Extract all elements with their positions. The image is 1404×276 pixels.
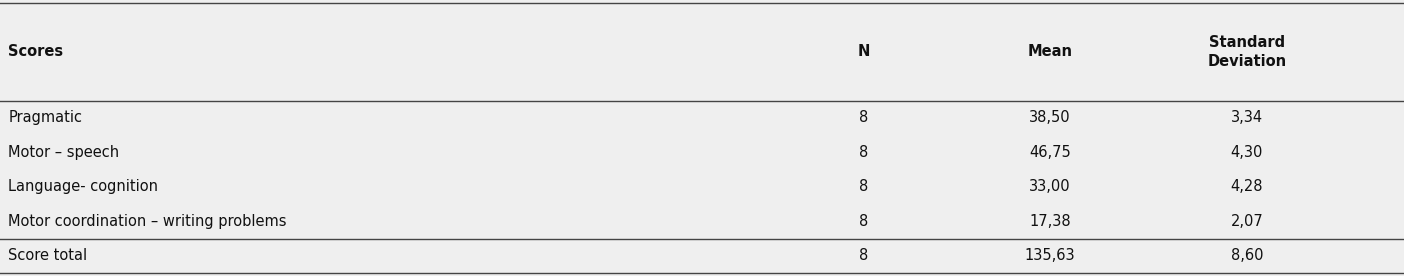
Text: Motor coordination – writing problems: Motor coordination – writing problems bbox=[8, 214, 286, 229]
Text: 8: 8 bbox=[859, 145, 868, 160]
Text: 38,50: 38,50 bbox=[1029, 110, 1071, 126]
Text: 8: 8 bbox=[859, 110, 868, 126]
Text: Standard
Deviation: Standard Deviation bbox=[1207, 35, 1286, 68]
Text: 4,30: 4,30 bbox=[1230, 145, 1264, 160]
Text: Motor – speech: Motor – speech bbox=[8, 145, 119, 160]
Text: 8: 8 bbox=[859, 214, 868, 229]
Text: Pragmatic: Pragmatic bbox=[8, 110, 83, 126]
Text: 8: 8 bbox=[859, 248, 868, 264]
Text: 46,75: 46,75 bbox=[1029, 145, 1071, 160]
Text: Language- cognition: Language- cognition bbox=[8, 179, 159, 195]
Text: 3,34: 3,34 bbox=[1231, 110, 1262, 126]
Text: Score total: Score total bbox=[8, 248, 87, 264]
Text: 33,00: 33,00 bbox=[1029, 179, 1071, 195]
Text: 8: 8 bbox=[859, 179, 868, 195]
Text: Scores: Scores bbox=[8, 44, 63, 59]
Text: 4,28: 4,28 bbox=[1230, 179, 1264, 195]
Text: 8,60: 8,60 bbox=[1230, 248, 1264, 264]
Text: 135,63: 135,63 bbox=[1025, 248, 1075, 264]
Text: N: N bbox=[858, 44, 869, 59]
Text: Mean: Mean bbox=[1028, 44, 1073, 59]
Text: 2,07: 2,07 bbox=[1230, 214, 1264, 229]
Text: 17,38: 17,38 bbox=[1029, 214, 1071, 229]
